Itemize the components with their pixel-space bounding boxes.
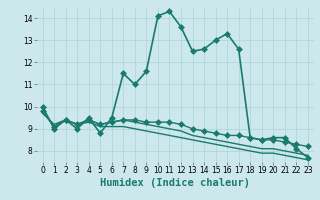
X-axis label: Humidex (Indice chaleur): Humidex (Indice chaleur) [100, 178, 250, 188]
